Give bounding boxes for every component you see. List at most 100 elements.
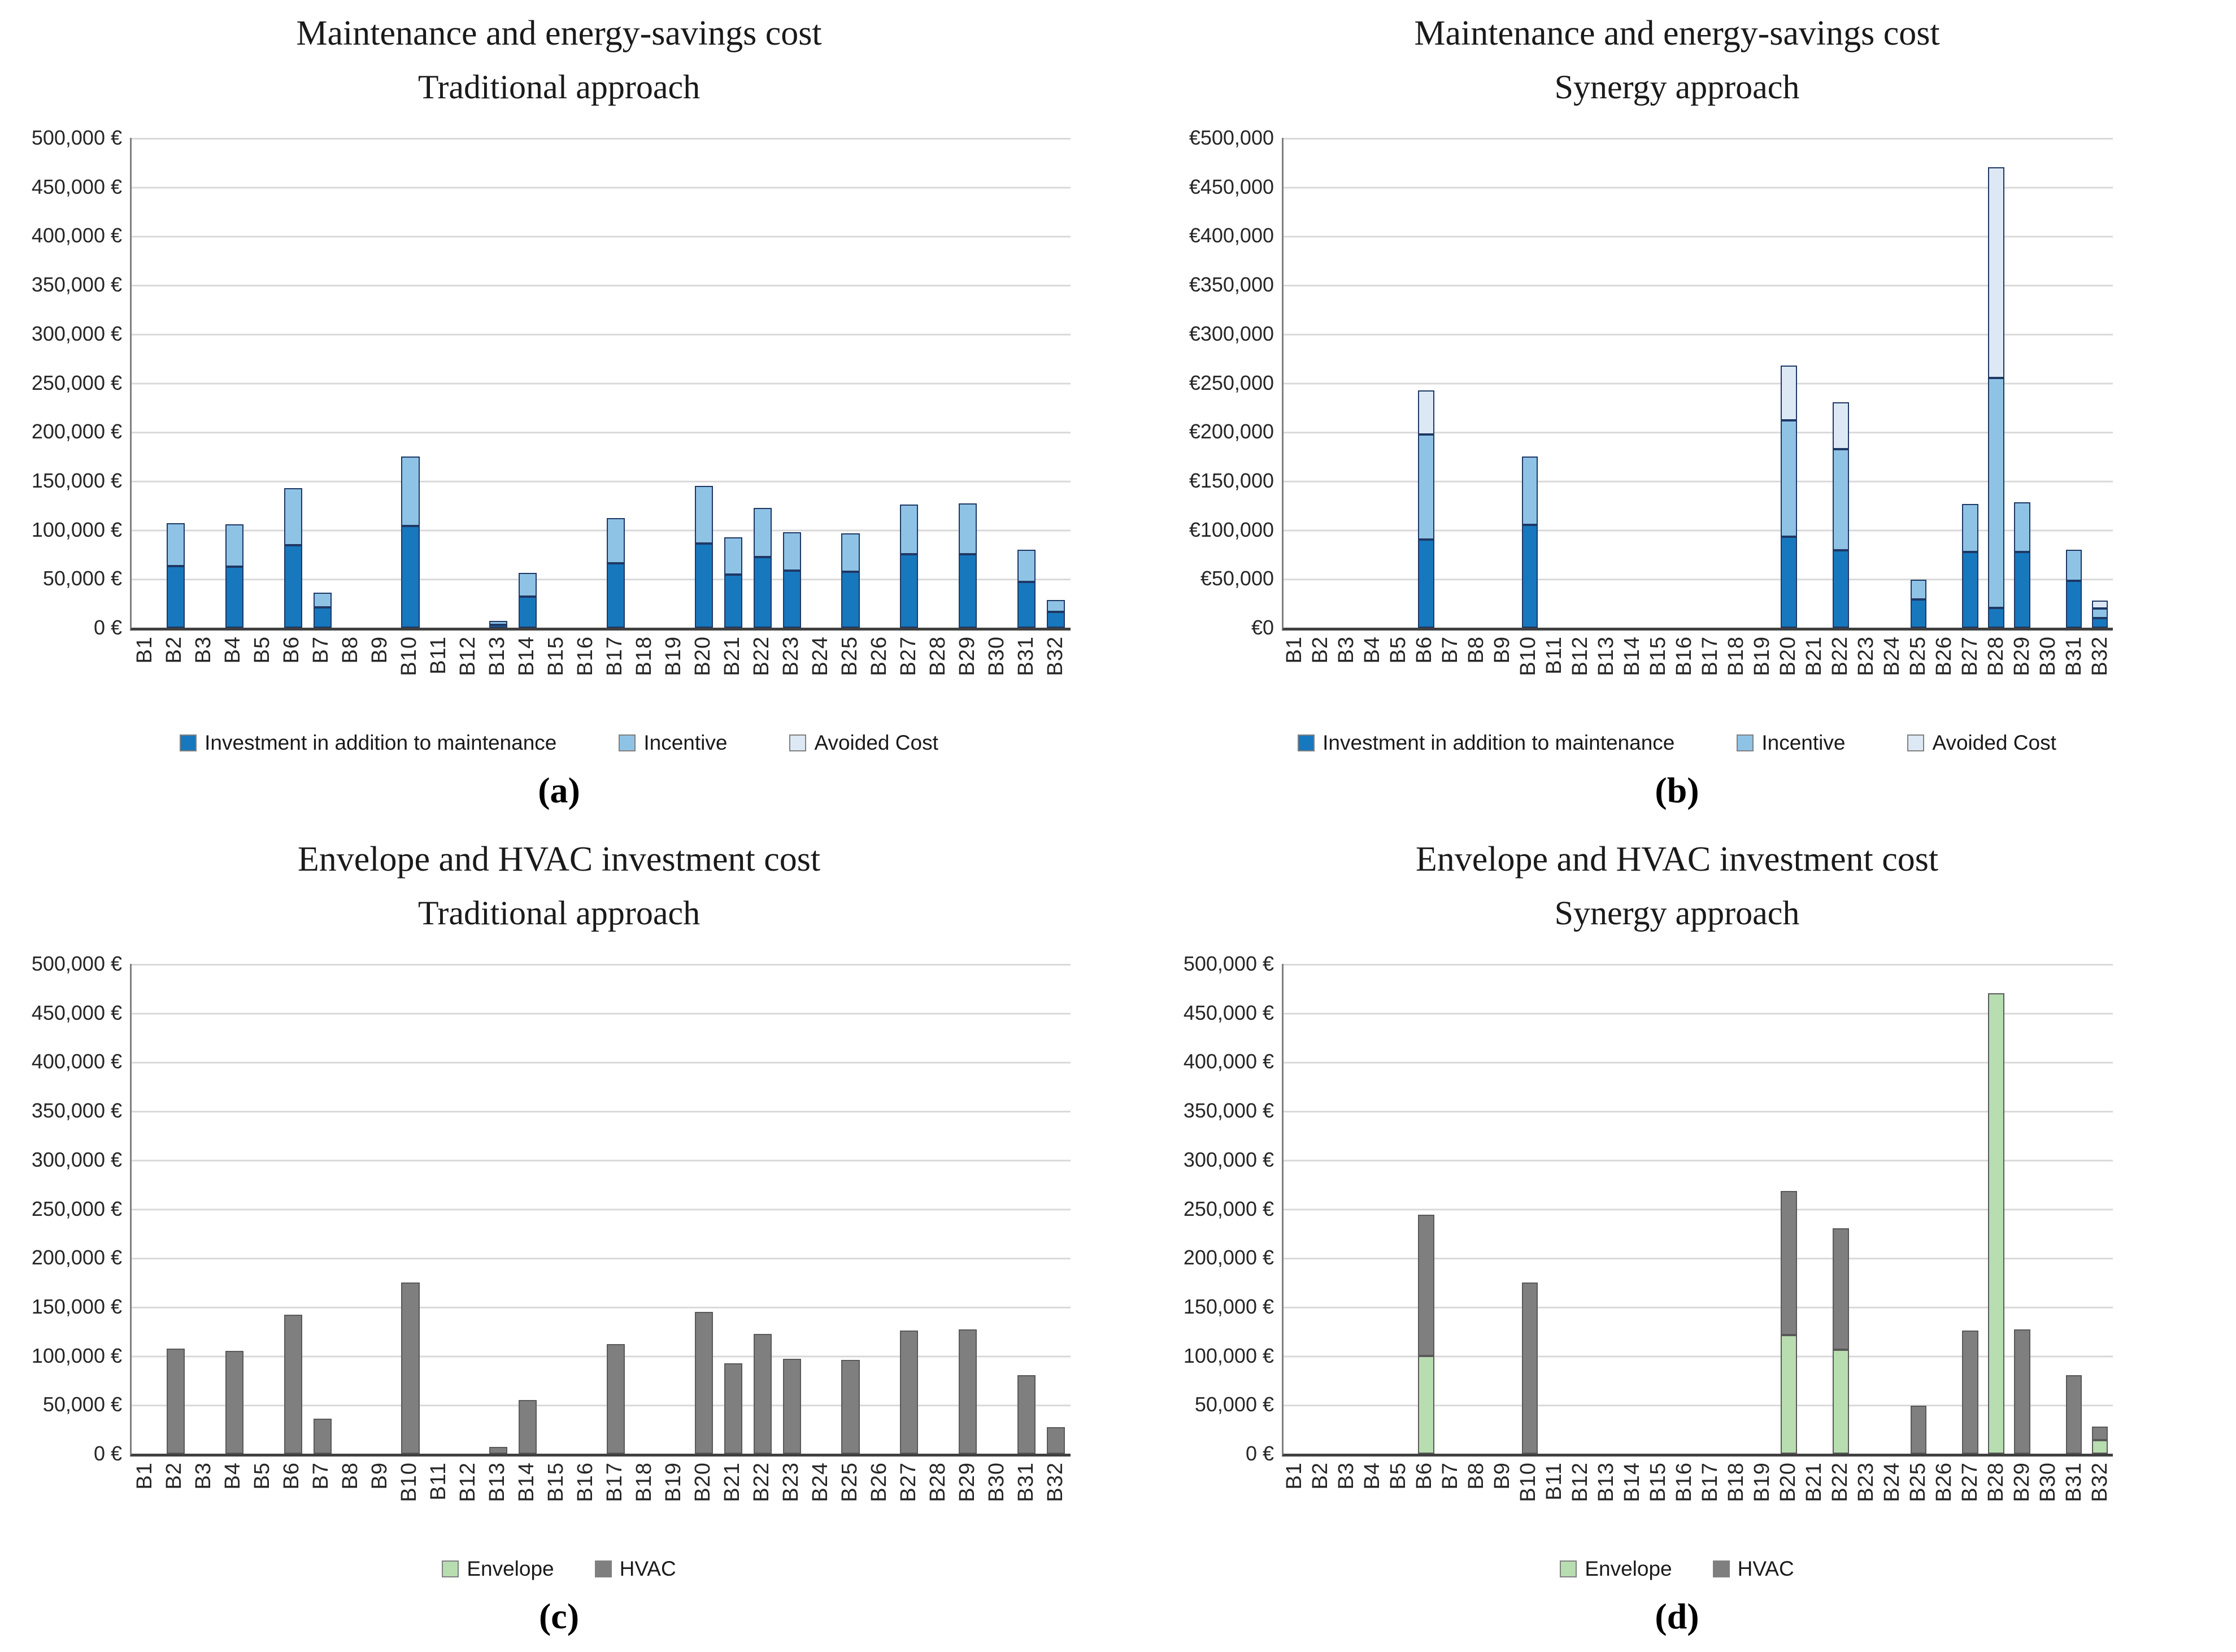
- stacked-bar: [782, 1359, 801, 1454]
- bar-B16: [572, 964, 601, 1454]
- y-tick-label: 150,000 €: [31, 468, 122, 492]
- x-tick-label: B30: [2035, 636, 2060, 676]
- y-tick-label: 200,000 €: [1183, 1246, 1274, 1270]
- x-tick: B3: [1334, 631, 1360, 721]
- x-tick: B30: [2035, 631, 2061, 721]
- bar-segment: [1781, 537, 1797, 628]
- x-axis-labels: B1 B2 B3 B4 B5 B6 B7 B8 B9 B10 B11 B12 B13 B14 B15 B16 B…: [130, 631, 1071, 721]
- x-tick: B13: [482, 631, 512, 721]
- bar-B26: [1932, 138, 1957, 628]
- y-tick-label: €500,000: [1189, 126, 1274, 149]
- bar-B8: [1465, 964, 1491, 1454]
- y-tick-label: €300,000: [1189, 321, 1274, 345]
- bar-segment: [1781, 366, 1797, 420]
- bar-B14: [513, 964, 542, 1454]
- x-tick: B13: [1594, 631, 1620, 721]
- bar-B6: [1413, 138, 1439, 628]
- x-tick: B31: [2061, 631, 2087, 721]
- bar-B28: [1983, 138, 2009, 628]
- y-tick-label: 350,000 €: [1183, 1099, 1274, 1123]
- x-tick-label: B4: [220, 636, 245, 664]
- x-tick-label: B29: [2009, 636, 2034, 676]
- x-tick: B14: [1620, 1457, 1646, 1547]
- bar-segment: [1418, 1356, 1434, 1454]
- bar-B12: [1569, 964, 1595, 1454]
- stacked-bar: [753, 1334, 772, 1454]
- x-tick: B8: [336, 1457, 365, 1547]
- legend-item: Incentive: [1737, 731, 1845, 755]
- x-tick: B21: [1801, 1457, 1827, 1547]
- x-tick: B7: [1438, 631, 1464, 721]
- y-tick-label: 0 €: [93, 616, 122, 639]
- bar-B22: [748, 138, 777, 628]
- x-tick-label: B17: [1698, 636, 1722, 676]
- bar-segment: [284, 488, 302, 545]
- plot-wrap: B1 B2 B3 B4 B5 B6 B7 B8 B9 B10 B11 B12 B13 B14 B15 B16 B…: [1282, 964, 2113, 1547]
- stacked-bar: [489, 621, 508, 628]
- x-tick-label: B6: [1412, 636, 1437, 664]
- x-tick-label: B27: [1957, 1462, 1982, 1502]
- y-tick-label: 200,000 €: [31, 1246, 122, 1270]
- bar-segment: [900, 554, 919, 628]
- bar-segment: [1046, 600, 1065, 612]
- bar-B31: [1012, 138, 1041, 628]
- bar-B32: [1041, 964, 1071, 1454]
- bar-segment: [1962, 1331, 1978, 1454]
- y-tick-label: €100,000: [1189, 518, 1274, 541]
- bar-segment: [2091, 1440, 2108, 1454]
- y-tick-label: 50,000 €: [42, 1393, 122, 1416]
- x-tick-label: B12: [1568, 636, 1593, 676]
- x-tick: B2: [1308, 631, 1334, 721]
- stacked-bar: [753, 508, 772, 628]
- x-tick-label: B32: [1043, 636, 1068, 676]
- legend-swatch: [594, 1560, 612, 1577]
- x-tick: B21: [718, 1457, 747, 1547]
- bar-B31: [2061, 138, 2087, 628]
- x-tick-label: B18: [1724, 636, 1748, 676]
- x-tick: B11: [1542, 1457, 1568, 1547]
- x-tick-label: B2: [1308, 636, 1333, 664]
- x-tick-label: B31: [1014, 636, 1038, 676]
- x-tick-label: B15: [543, 1462, 568, 1502]
- bar-B3: [190, 138, 220, 628]
- chart-area: €500,000 €450,000 €400,000 €350,000 €300,000…: [1118, 127, 2236, 721]
- x-tick-label: B14: [514, 1462, 538, 1502]
- x-tick-label: B12: [455, 1462, 480, 1502]
- chart-area: 500,000 € 450,000 € 400,000 € 350,000 € 300,…: [0, 953, 1118, 1547]
- y-tick-label: 150,000 €: [1183, 1294, 1274, 1318]
- x-tick: B22: [1827, 1457, 1853, 1547]
- x-tick: B26: [1931, 631, 1957, 721]
- legend-swatch: [789, 734, 807, 751]
- x-tick: B13: [482, 1457, 512, 1547]
- x-axis-labels: B1 B2 B3 B4 B5 B6 B7 B8 B9 B10 B11 B12 B13 B14 B15 B16 B…: [1282, 631, 2113, 721]
- x-tick-label: B14: [514, 636, 538, 676]
- x-tick-label: B6: [1412, 1462, 1437, 1490]
- bar-B13: [484, 964, 513, 1454]
- bar-segment: [284, 1315, 302, 1454]
- legend-label: Incentive: [643, 731, 728, 754]
- x-tick: B15: [541, 631, 571, 721]
- y-tick-label: €150,000: [1189, 468, 1274, 492]
- x-tick: B19: [1749, 1457, 1775, 1547]
- bar-segment: [900, 1331, 919, 1454]
- x-tick-label: B11: [426, 1462, 450, 1501]
- stacked-bar: [694, 1312, 713, 1454]
- x-tick-label: B4: [1360, 636, 1385, 664]
- bar-B15: [1646, 138, 1672, 628]
- x-tick-label: B17: [603, 636, 627, 676]
- x-tick: B27: [1957, 1457, 1983, 1547]
- bar-segment: [401, 457, 420, 526]
- x-tick-label: B19: [662, 1462, 686, 1502]
- x-tick-label: B8: [338, 1462, 362, 1490]
- bar-B20: [1776, 138, 1802, 628]
- bar-segment: [1988, 993, 2004, 1454]
- x-tick: B16: [571, 1457, 600, 1547]
- x-tick-label: B22: [750, 1462, 774, 1502]
- x-tick: B15: [541, 1457, 571, 1547]
- y-tick-label: 0 €: [93, 1442, 122, 1465]
- bar-segment: [1017, 582, 1036, 628]
- x-tick-label: B28: [1983, 636, 2008, 676]
- stacked-bar: [1833, 402, 1849, 628]
- x-tick: B25: [836, 1457, 865, 1547]
